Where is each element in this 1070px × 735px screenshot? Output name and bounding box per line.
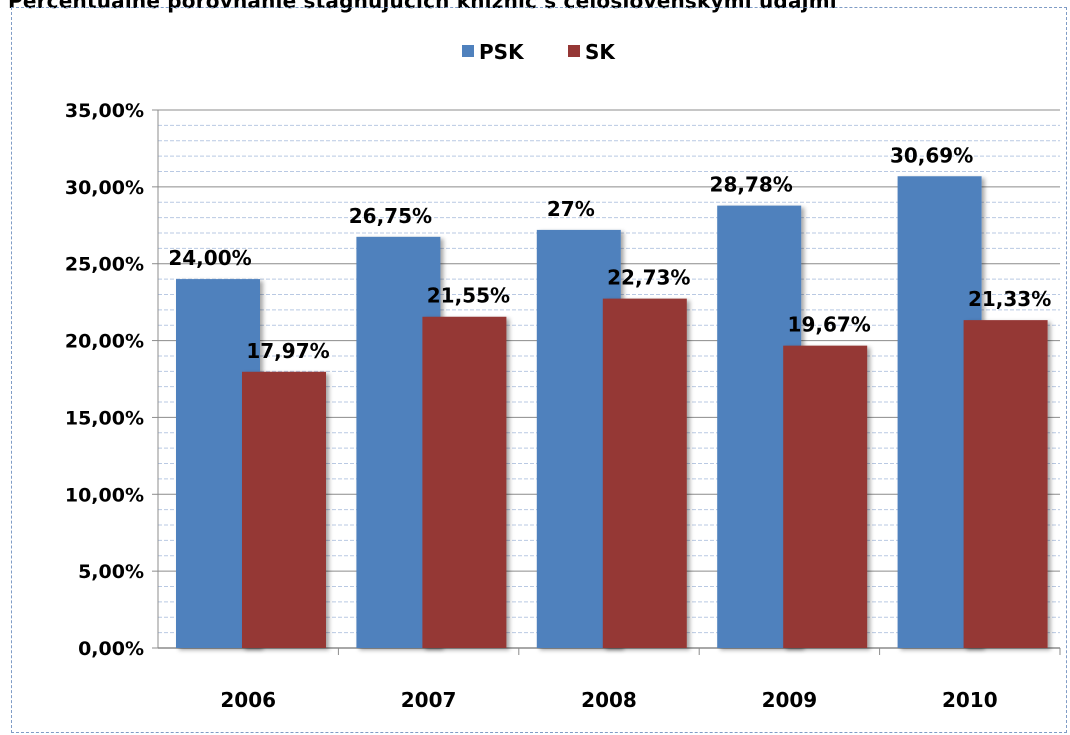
legend-swatch-sk <box>568 45 580 57</box>
chart-frame <box>11 7 1067 733</box>
bar-sk-2007 <box>422 316 507 648</box>
data-label-sk-2008: 22,73% <box>607 266 690 290</box>
bar-sk-2010 <box>963 320 1048 648</box>
bar-sk-2009 <box>783 345 868 648</box>
data-label-sk-2007: 21,55% <box>427 284 510 308</box>
y-tick-label: 0,00% <box>78 638 144 660</box>
bar-sk-2008 <box>602 298 687 648</box>
bars <box>176 176 1048 649</box>
legend-label-psk: PSK <box>479 40 525 64</box>
y-tick-label: 10,00% <box>65 484 144 506</box>
data-label-sk-2006: 17,97% <box>246 339 329 363</box>
y-tick-label: 20,00% <box>65 331 144 353</box>
bar-sk-2006 <box>242 371 326 648</box>
page-title: Percentuálne porovnanie stagnujúcich kni… <box>8 0 837 13</box>
x-tick-label: 2010 <box>942 688 998 712</box>
legend-label-sk: SK <box>585 40 616 64</box>
legend: PSK SK <box>462 40 616 64</box>
x-tick-label: 2008 <box>581 688 637 712</box>
data-label-sk-2009: 19,67% <box>788 313 871 337</box>
legend-swatch-psk <box>462 45 474 57</box>
y-tick-label: 35,00% <box>65 100 144 122</box>
x-tick-label: 2007 <box>401 688 457 712</box>
data-labels: 24,00% 17,97% 26,75% 21,55% 27% 22,73% 28,78% 1… <box>168 143 1051 363</box>
data-label-psk-2010: 30,69% <box>890 143 973 167</box>
x-tick-label: 2009 <box>762 688 818 712</box>
data-label-psk-2008: 27% <box>547 197 595 221</box>
y-tick-label: 15,00% <box>65 407 144 429</box>
x-tick-label: 2006 <box>220 688 276 712</box>
y-tick-label: 30,00% <box>65 177 144 199</box>
y-tick-label: 5,00% <box>78 561 144 583</box>
data-label-psk-2007: 26,75% <box>349 204 432 228</box>
data-label-psk-2009: 28,78% <box>710 173 793 197</box>
y-tick-label: 25,00% <box>65 254 144 276</box>
data-label-sk-2010: 21,33% <box>968 287 1051 311</box>
data-label-psk-2006: 24,00% <box>168 246 251 270</box>
